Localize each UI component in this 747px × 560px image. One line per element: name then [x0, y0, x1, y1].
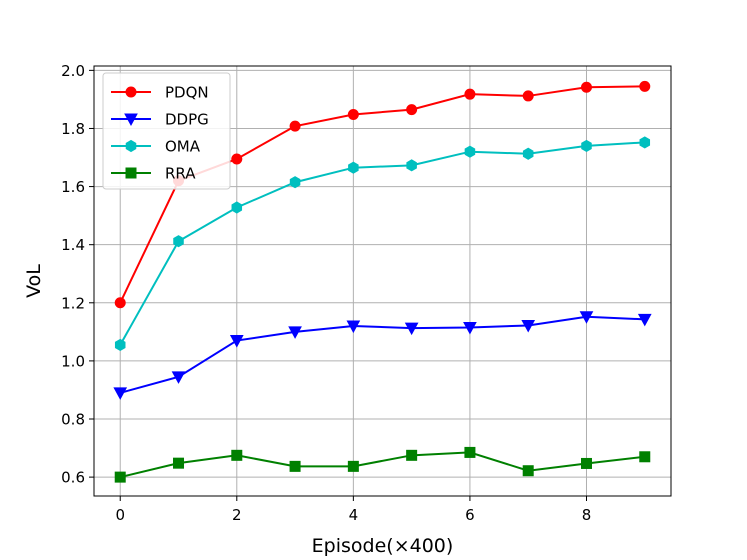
y-tick-label: 1.6	[61, 178, 85, 196]
legend-marker-ddpg	[124, 113, 138, 127]
grid	[94, 66, 671, 496]
data-point-ddpg	[637, 313, 652, 327]
data-point-pdqn	[114, 297, 126, 309]
data-point-pdqn	[522, 90, 534, 102]
data-point-oma	[522, 147, 534, 160]
data-point-oma	[231, 201, 243, 214]
series-line-oma	[119, 141, 645, 346]
x-tick-label: 0	[115, 506, 125, 524]
data-point-ddpg	[171, 371, 186, 384]
x-tick-label: 6	[465, 506, 475, 524]
data-point-rra	[639, 451, 651, 463]
data-point-oma	[173, 235, 184, 248]
legend-label-rra: RRA	[165, 165, 196, 183]
data-point-rra	[406, 449, 418, 461]
y-tick-label: 0.8	[61, 411, 85, 429]
y-tick-label: 1.0	[61, 352, 85, 370]
x-tick-label: 4	[349, 506, 359, 524]
y-tick-label: 1.4	[61, 236, 85, 254]
data-point-rra	[464, 446, 476, 458]
data-point-ddpg	[346, 320, 361, 334]
data-point-pdqn	[639, 80, 651, 92]
data-point-rra	[231, 449, 243, 461]
legend-label-pdqn: PDQN	[165, 84, 209, 102]
ticks: 0 2 4 6 8 0.6 0.8 1.0 1.2 1.4 1.6 1.8 2.0	[61, 62, 591, 524]
legend-box	[102, 72, 231, 190]
data-point-oma	[348, 161, 359, 174]
x-axis-label: Episode(×400)	[312, 535, 454, 557]
y-tick-label: 1.8	[61, 120, 85, 138]
legend-item-rra: RRA	[111, 165, 196, 183]
y-tick-label: 1.2	[61, 294, 85, 312]
data-point-ddpg	[288, 326, 302, 339]
data-point-pdqn	[289, 120, 301, 132]
legend-marker-pdqn	[125, 86, 137, 98]
data-point-pdqn	[580, 81, 592, 93]
y-tick-label: 0.6	[61, 469, 85, 487]
series-ddpg	[113, 311, 652, 400]
y-axis-label: VoL	[23, 264, 45, 298]
data-point-rra	[173, 457, 185, 469]
data-point-pdqn	[406, 104, 418, 116]
data-point-rra	[522, 465, 534, 477]
series-rra	[114, 446, 651, 483]
legend-item-oma: OMA	[111, 138, 201, 156]
data-point-ddpg	[404, 322, 419, 336]
data-point-rra	[114, 471, 126, 483]
data-point-oma	[639, 136, 651, 149]
y-tick-label: 2.0	[61, 62, 85, 80]
data-point-pdqn	[464, 88, 476, 100]
data-point-pdqn	[347, 109, 359, 121]
data-point-ddpg	[463, 321, 477, 335]
data-point-oma	[406, 159, 417, 172]
data-point-rra	[347, 460, 359, 472]
legend-label-ddpg: DDPG	[165, 111, 209, 129]
legend-marker-oma	[125, 139, 137, 153]
legend-marker-rra	[125, 167, 137, 179]
plot-frame	[93, 65, 672, 497]
legend-item-ddpg: DDPG	[111, 111, 209, 129]
data-point-oma	[581, 139, 592, 152]
series-line-rra	[119, 451, 645, 479]
data-point-pdqn	[231, 153, 243, 165]
data-point-ddpg	[579, 311, 594, 324]
series-oma	[114, 136, 651, 351]
data-point-ddpg	[521, 319, 536, 333]
legend: PDQN DDPG OMA RRA	[102, 72, 231, 190]
data-point-rra	[289, 460, 301, 472]
x-tick-label: 8	[582, 506, 592, 524]
data-point-ddpg	[113, 387, 128, 400]
legend-label-oma: OMA	[165, 138, 201, 156]
data-point-rra	[580, 457, 592, 469]
data-point-oma	[464, 145, 476, 158]
legend-item-pdqn: PDQN	[111, 84, 209, 102]
data-point-oma	[289, 176, 301, 189]
x-tick-label: 2	[232, 506, 242, 524]
data-point-ddpg	[229, 335, 244, 348]
series-line-ddpg	[119, 315, 645, 394]
data-point-oma	[114, 338, 126, 351]
